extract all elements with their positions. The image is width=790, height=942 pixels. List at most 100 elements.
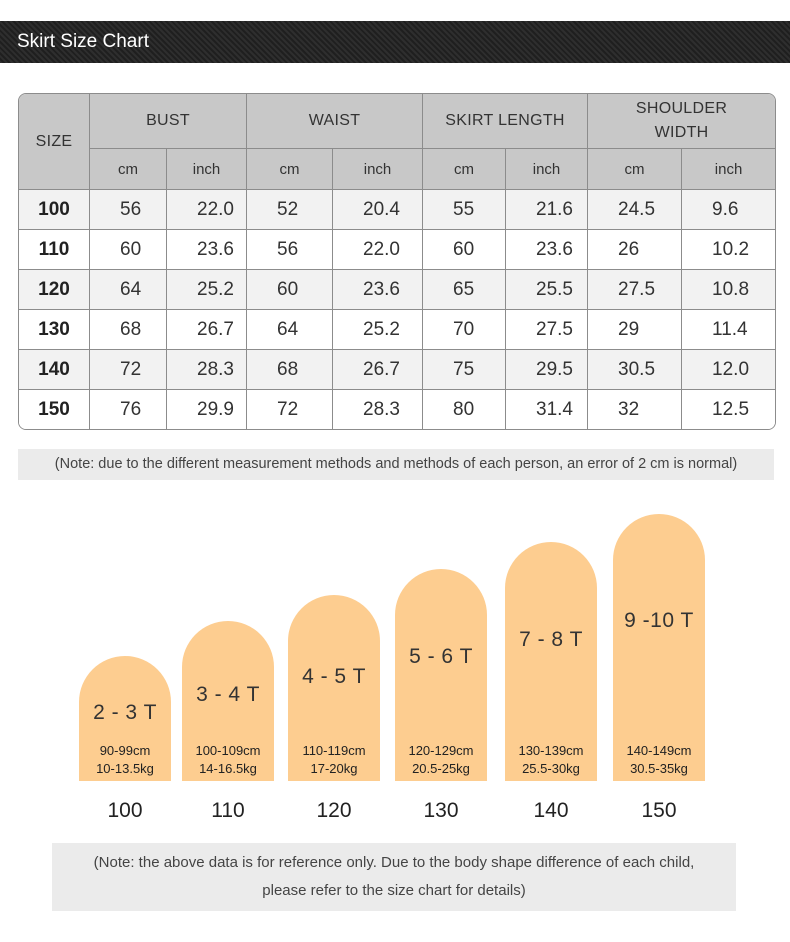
height-range: 120-129cm (408, 743, 474, 758)
table-row: 110 60 23.6 56 22.0 60 23.6 26 10.2 (19, 230, 776, 270)
measurement-cell: 72 (247, 390, 333, 429)
measurement-cell: 24.5 (588, 190, 683, 230)
pill-measurements: 110-119cm 17-20kg (288, 742, 380, 778)
age-label: 9 -10 T (624, 609, 694, 632)
measurement-cell: 32 (588, 390, 683, 429)
measurement-cell: 65 (423, 270, 507, 310)
table-row: 130 68 26.7 64 25.2 70 27.5 29 11.4 (19, 310, 776, 350)
height-range: 110-119cm (302, 743, 366, 758)
measurement-cell: 11.4 (682, 310, 776, 350)
measurement-cell: 22.0 (333, 230, 424, 270)
weight-range: 14-16.5kg (199, 761, 257, 776)
measurement-cell: 22.0 (167, 190, 247, 230)
pill-size-label: 140 (533, 799, 569, 822)
row-size-cell: 100 (19, 190, 90, 230)
pill-size-label: 120 (316, 799, 352, 822)
measurement-cell: 68 (247, 350, 333, 390)
age-label: 4 - 5 T (302, 665, 366, 688)
measurement-cell: 75 (423, 350, 507, 390)
weight-range: 30.5-35kg (630, 761, 688, 776)
unit-header: cm (90, 149, 167, 190)
measurement-cell: 10.2 (682, 230, 776, 270)
unit-header: inch (167, 149, 247, 190)
measurement-cell: 28.3 (333, 390, 424, 429)
row-size-cell: 130 (19, 310, 90, 350)
pill-measurements: 120-129cm 20.5-25kg (395, 742, 487, 778)
pill-measurements: 100-109cm 14-16.5kg (182, 742, 274, 778)
measurement-cell: 30.5 (588, 350, 683, 390)
measurement-cell: 26 (588, 230, 683, 270)
measurement-cell: 29 (588, 310, 683, 350)
height-range: 100-109cm (195, 743, 261, 758)
measurement-cell: 23.6 (333, 270, 424, 310)
row-size-cell: 110 (19, 230, 90, 270)
table-row: 140 72 28.3 68 26.7 75 29.5 30.5 12.0 (19, 350, 776, 390)
measurement-cell: 25.2 (167, 270, 247, 310)
pill-measurements: 90-99cm 10-13.5kg (79, 742, 171, 778)
age-pill: 4 - 5 T 110-119cm 17-20kg (288, 595, 380, 781)
weight-range: 20.5-25kg (412, 761, 470, 776)
measurement-cell: 64 (247, 310, 333, 350)
pill-size-label: 110 (211, 799, 245, 822)
row-size-cell: 150 (19, 390, 90, 429)
age-pill: 5 - 6 T 120-129cm 20.5-25kg (395, 569, 487, 781)
measurement-cell: 60 (90, 230, 167, 270)
measurement-cell: 29.5 (506, 350, 589, 390)
pill-size-label: 150 (641, 799, 677, 822)
measurement-cell: 20.4 (333, 190, 424, 230)
pill-size-label: 100 (107, 799, 143, 822)
measurement-cell: 52 (247, 190, 333, 230)
page-title: Skirt Size Chart (17, 31, 149, 52)
reference-note-line: (Note: the above data is for reference o… (93, 854, 695, 871)
pill-measurements: 130-139cm 25.5-30kg (505, 742, 597, 778)
measurement-cell: 72 (90, 350, 167, 390)
measurement-cell: 31.4 (506, 390, 589, 429)
measurement-cell: 27.5 (588, 270, 683, 310)
measurement-cell: 26.7 (167, 310, 247, 350)
measurement-cell: 9.6 (682, 190, 776, 230)
measurement-cell: 70 (423, 310, 507, 350)
height-range: 140-149cm (626, 743, 692, 758)
pill-size-label: 130 (423, 799, 459, 822)
height-range: 130-139cm (518, 743, 584, 758)
measurement-cell: 12.0 (682, 350, 776, 390)
weight-range: 17-20kg (310, 761, 358, 776)
row-size-cell: 120 (19, 270, 90, 310)
unit-header: inch (506, 149, 589, 190)
measurement-cell: 64 (90, 270, 167, 310)
measurement-cell: 25.2 (333, 310, 424, 350)
measurement-cell: 23.6 (506, 230, 589, 270)
measurement-cell: 80 (423, 390, 507, 429)
measurement-cell: 60 (247, 270, 333, 310)
measurement-cell: 76 (90, 390, 167, 429)
skirt-length-header: SKIRT LENGTH (423, 94, 589, 149)
table-row: 150 76 29.9 72 28.3 80 31.4 32 12.5 (19, 390, 776, 429)
unit-header: inch (333, 149, 424, 190)
unit-header: cm (588, 149, 683, 190)
waist-header: WAIST (247, 94, 424, 149)
unit-header: cm (247, 149, 333, 190)
pill-measurements: 140-149cm 30.5-35kg (613, 742, 705, 778)
table-row: 100 56 22.0 52 20.4 55 21.6 24.5 9.6 (19, 190, 776, 230)
measurement-cell: 12.5 (682, 390, 776, 429)
reference-note-line: please refer to the size chart for detai… (262, 882, 526, 899)
measurement-cell: 68 (90, 310, 167, 350)
shoulder-width-header: SHOULDER WIDTH (588, 94, 776, 149)
size-header: SIZE (19, 94, 90, 190)
measurement-cell: 25.5 (506, 270, 589, 310)
measurement-cell: 60 (423, 230, 507, 270)
bust-header: BUST (90, 94, 247, 149)
measurement-cell: 55 (423, 190, 507, 230)
age-pill: 7 - 8 T 130-139cm 25.5-30kg (505, 542, 597, 781)
age-pill: 9 -10 T 140-149cm 30.5-35kg (613, 514, 705, 781)
measurement-cell: 28.3 (167, 350, 247, 390)
measurement-cell: 56 (90, 190, 167, 230)
age-label: 5 - 6 T (409, 645, 473, 668)
age-label: 3 - 4 T (196, 683, 260, 706)
height-range: 90-99cm (99, 743, 151, 758)
age-label: 2 - 3 T (93, 701, 157, 724)
weight-range: 25.5-30kg (522, 761, 580, 776)
row-size-cell: 140 (19, 350, 90, 390)
measurement-cell: 21.6 (506, 190, 589, 230)
age-label: 7 - 8 T (519, 628, 583, 651)
